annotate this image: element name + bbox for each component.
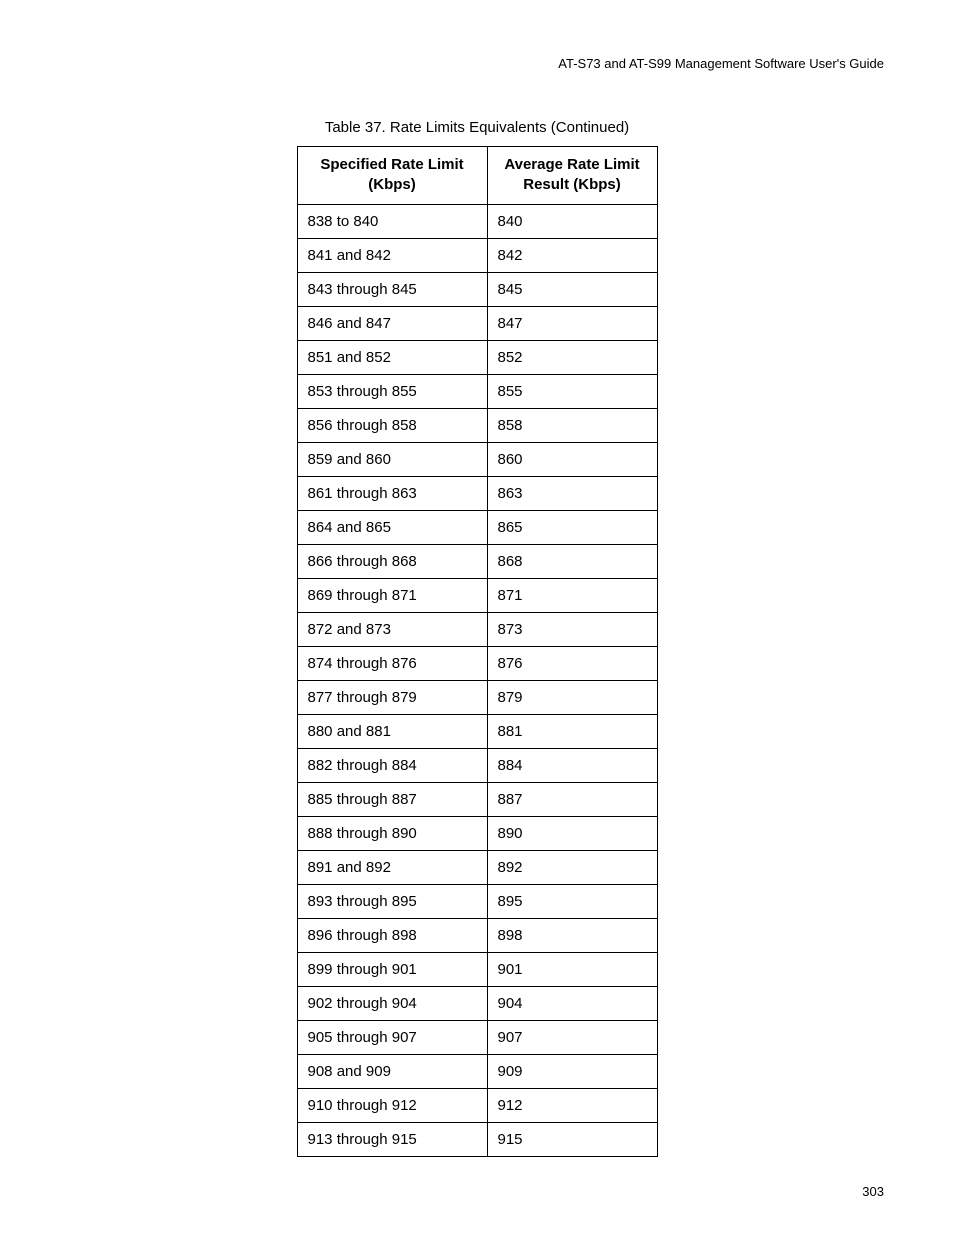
cell-specified: 866 through 868 (297, 544, 487, 578)
cell-result: 871 (487, 578, 657, 612)
table-row: 902 through 904 904 (297, 986, 657, 1020)
table-header-row: Specified Rate Limit (Kbps) Average Rate… (297, 147, 657, 205)
cell-result: 847 (487, 306, 657, 340)
table-row: 851 and 852 852 (297, 340, 657, 374)
cell-specified: 882 through 884 (297, 748, 487, 782)
cell-result: 868 (487, 544, 657, 578)
cell-specified: 913 through 915 (297, 1122, 487, 1156)
table-row: 841 and 842 842 (297, 238, 657, 272)
cell-specified: 891 and 892 (297, 850, 487, 884)
cell-specified: 869 through 871 (297, 578, 487, 612)
table-row: 899 through 901 901 (297, 952, 657, 986)
cell-specified: 859 and 860 (297, 442, 487, 476)
cell-result: 852 (487, 340, 657, 374)
cell-specified: 877 through 879 (297, 680, 487, 714)
cell-result: 901 (487, 952, 657, 986)
cell-specified: 902 through 904 (297, 986, 487, 1020)
table-row: 861 through 863 863 (297, 476, 657, 510)
cell-specified: 874 through 876 (297, 646, 487, 680)
table-row: 853 through 855 855 (297, 374, 657, 408)
table-row: 872 and 873 873 (297, 612, 657, 646)
cell-specified: 853 through 855 (297, 374, 487, 408)
cell-specified: 856 through 858 (297, 408, 487, 442)
page: AT-S73 and AT-S99 Management Software Us… (0, 0, 954, 1235)
table-row: 896 through 898 898 (297, 918, 657, 952)
cell-result: 842 (487, 238, 657, 272)
col-header-result-line1: Average Rate Limit (504, 156, 639, 173)
cell-result: 904 (487, 986, 657, 1020)
table-row: 913 through 915 915 (297, 1122, 657, 1156)
table-row: 859 and 860 860 (297, 442, 657, 476)
cell-result: 876 (487, 646, 657, 680)
table-row: 866 through 868 868 (297, 544, 657, 578)
cell-result: 865 (487, 510, 657, 544)
cell-specified: 872 and 873 (297, 612, 487, 646)
table-row: 846 and 847 847 (297, 306, 657, 340)
col-header-specified-line2: (Kbps) (368, 176, 416, 193)
cell-specified: 893 through 895 (297, 884, 487, 918)
cell-specified: 851 and 852 (297, 340, 487, 374)
cell-specified: 905 through 907 (297, 1020, 487, 1054)
cell-specified: 896 through 898 (297, 918, 487, 952)
cell-specified: 846 and 847 (297, 306, 487, 340)
cell-specified: 910 through 912 (297, 1088, 487, 1122)
table-row: 888 through 890 890 (297, 816, 657, 850)
table-row: 856 through 858 858 (297, 408, 657, 442)
cell-result: 912 (487, 1088, 657, 1122)
cell-specified: 885 through 887 (297, 782, 487, 816)
rate-limits-table: Specified Rate Limit (Kbps) Average Rate… (297, 146, 658, 1157)
cell-specified: 864 and 865 (297, 510, 487, 544)
cell-specified: 899 through 901 (297, 952, 487, 986)
table-row: 869 through 871 871 (297, 578, 657, 612)
cell-specified: 880 and 881 (297, 714, 487, 748)
cell-result: 895 (487, 884, 657, 918)
table-row: 882 through 884 884 (297, 748, 657, 782)
col-header-specified-line1: Specified Rate Limit (320, 156, 463, 173)
table-row: 877 through 879 879 (297, 680, 657, 714)
table-caption: Table 37. Rate Limits Equivalents (Conti… (70, 119, 884, 136)
cell-result: 884 (487, 748, 657, 782)
cell-result: 915 (487, 1122, 657, 1156)
table-row: 891 and 892 892 (297, 850, 657, 884)
cell-result: 907 (487, 1020, 657, 1054)
table-row: 838 to 840 840 (297, 204, 657, 238)
cell-result: 863 (487, 476, 657, 510)
page-header: AT-S73 and AT-S99 Management Software Us… (70, 56, 884, 71)
cell-result: 879 (487, 680, 657, 714)
col-header-result-line2: Result (Kbps) (523, 176, 621, 193)
table-row: 893 through 895 895 (297, 884, 657, 918)
cell-result: 840 (487, 204, 657, 238)
table-body: 838 to 840 840 841 and 842 842 843 throu… (297, 204, 657, 1156)
cell-specified: 843 through 845 (297, 272, 487, 306)
table-row: 880 and 881 881 (297, 714, 657, 748)
cell-specified: 888 through 890 (297, 816, 487, 850)
cell-result: 860 (487, 442, 657, 476)
cell-result: 909 (487, 1054, 657, 1088)
table-row: 908 and 909 909 (297, 1054, 657, 1088)
table-row: 874 through 876 876 (297, 646, 657, 680)
cell-result: 898 (487, 918, 657, 952)
cell-specified: 838 to 840 (297, 204, 487, 238)
col-header-specified: Specified Rate Limit (Kbps) (297, 147, 487, 205)
cell-result: 845 (487, 272, 657, 306)
page-number: 303 (862, 1184, 884, 1199)
table-row: 864 and 865 865 (297, 510, 657, 544)
cell-specified: 841 and 842 (297, 238, 487, 272)
cell-result: 881 (487, 714, 657, 748)
cell-specified: 908 and 909 (297, 1054, 487, 1088)
col-header-result: Average Rate Limit Result (Kbps) (487, 147, 657, 205)
table-row: 843 through 845 845 (297, 272, 657, 306)
cell-result: 892 (487, 850, 657, 884)
cell-result: 887 (487, 782, 657, 816)
cell-result: 858 (487, 408, 657, 442)
cell-result: 855 (487, 374, 657, 408)
table-row: 905 through 907 907 (297, 1020, 657, 1054)
cell-result: 890 (487, 816, 657, 850)
cell-specified: 861 through 863 (297, 476, 487, 510)
table-row: 910 through 912 912 (297, 1088, 657, 1122)
table-row: 885 through 887 887 (297, 782, 657, 816)
cell-result: 873 (487, 612, 657, 646)
